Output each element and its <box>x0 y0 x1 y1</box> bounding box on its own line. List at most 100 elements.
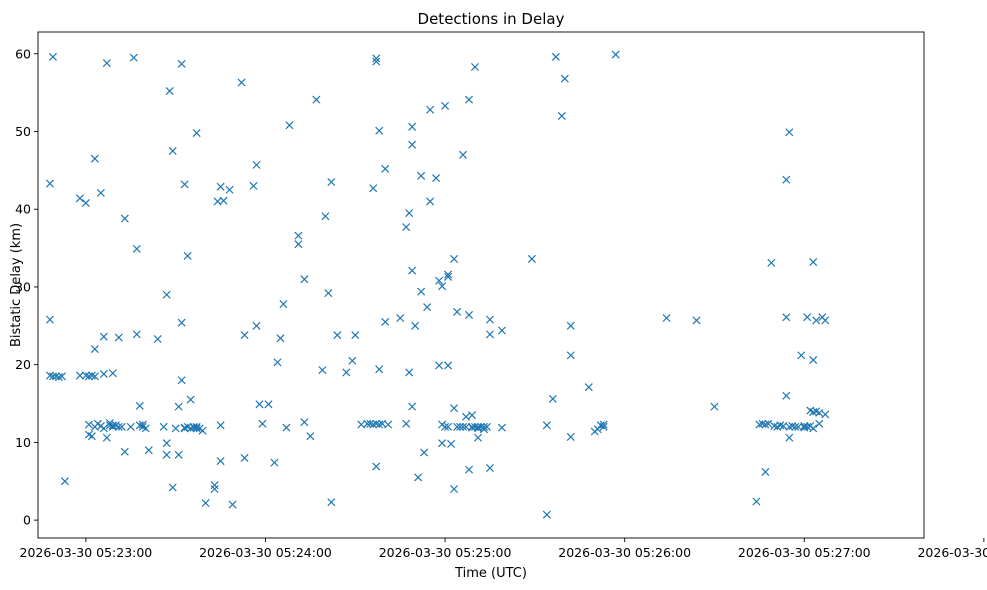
data-point <box>90 154 99 163</box>
data-point <box>162 439 171 448</box>
data-point <box>369 420 378 429</box>
data-point <box>294 240 303 249</box>
data-point <box>48 52 57 61</box>
data-point <box>132 330 141 339</box>
data-point <box>153 334 162 344</box>
data-point <box>372 462 381 471</box>
data-point <box>785 128 794 137</box>
data-point <box>45 315 54 324</box>
data-point <box>132 244 141 253</box>
data-point <box>171 424 180 433</box>
data-point <box>45 179 54 188</box>
data-point <box>51 372 60 381</box>
data-point <box>408 266 417 275</box>
data-point <box>785 422 794 431</box>
data-point <box>342 368 351 377</box>
data-point <box>456 422 465 431</box>
data-point <box>557 111 566 120</box>
data-point <box>809 355 818 365</box>
data-point <box>479 422 489 431</box>
data-point <box>57 372 66 381</box>
x-axis-label: Time (UTC) <box>454 566 527 581</box>
data-point <box>809 258 818 267</box>
data-point <box>414 473 423 482</box>
data-point <box>285 121 294 130</box>
data-point <box>791 422 800 431</box>
data-point <box>821 410 830 419</box>
data-point <box>162 290 171 299</box>
data-point <box>459 150 468 159</box>
data-point <box>411 321 420 330</box>
x-axis-ticks: 2026-03-30 05:23:00 2026-03-30 05:24:00 20… <box>20 538 987 560</box>
data-point <box>566 351 575 360</box>
data-point <box>453 307 462 316</box>
data-point <box>348 356 357 365</box>
data-point <box>138 420 147 429</box>
data-point <box>192 129 201 138</box>
data-point <box>54 373 63 382</box>
data-point <box>761 467 770 476</box>
data-point <box>174 402 183 411</box>
data-point <box>821 316 830 325</box>
y-axis-ticks: 0 10 20 30 40 50 60 <box>15 46 38 528</box>
data-point <box>81 371 90 380</box>
data-point <box>327 498 336 507</box>
data-point <box>318 366 327 375</box>
data-point <box>120 214 129 223</box>
data-point <box>405 368 414 377</box>
data-point <box>117 422 126 431</box>
data-point <box>351 331 360 340</box>
data-point <box>294 231 303 240</box>
data-point <box>273 358 282 367</box>
data-point <box>87 371 96 380</box>
data-point <box>776 421 785 430</box>
data-point <box>198 426 207 435</box>
data-point <box>764 419 773 428</box>
data-point <box>470 62 480 72</box>
data-point <box>60 477 69 486</box>
data-point <box>333 331 342 340</box>
data-point <box>381 317 390 326</box>
data-point <box>180 180 189 189</box>
data-point <box>90 345 99 354</box>
data-point <box>417 171 426 180</box>
data-point <box>599 422 608 431</box>
data-point <box>99 332 108 341</box>
data-point <box>102 433 111 442</box>
data-point <box>264 400 273 409</box>
y-tick-label: 30 <box>15 279 31 294</box>
data-point <box>566 321 575 330</box>
data-points <box>45 50 830 519</box>
data-point <box>108 421 117 430</box>
x-tick-label: 2026-03-30 05:24:00 <box>199 545 332 560</box>
data-point <box>384 420 393 429</box>
data-point <box>761 420 770 429</box>
data-point <box>369 184 378 193</box>
x-tick-label: 2026-03-30 05:27:00 <box>738 545 871 560</box>
data-point <box>165 87 174 96</box>
data-point <box>252 321 261 330</box>
data-point <box>593 425 602 434</box>
data-point <box>812 316 821 325</box>
data-point <box>270 458 279 467</box>
data-point <box>114 333 123 342</box>
x-tick-label: 2026-03-30 05:23:00 <box>20 545 153 560</box>
data-point <box>258 419 267 428</box>
data-point <box>327 177 336 187</box>
data-point <box>240 331 249 340</box>
data-point <box>435 361 444 370</box>
data-point <box>255 400 264 409</box>
data-point <box>216 421 225 430</box>
data-point <box>542 421 551 430</box>
data-point <box>108 369 117 378</box>
data-point <box>803 422 812 431</box>
data-point <box>417 287 426 296</box>
data-point <box>441 101 450 110</box>
data-point <box>249 181 258 190</box>
data-point <box>408 402 417 411</box>
data-point <box>381 164 390 173</box>
data-point <box>300 275 309 284</box>
x-tick-label: 2026-03-30 05:28:00 <box>917 545 987 560</box>
data-point <box>375 420 384 429</box>
y-axis-label: Bistatic Delay (km) <box>9 223 24 347</box>
